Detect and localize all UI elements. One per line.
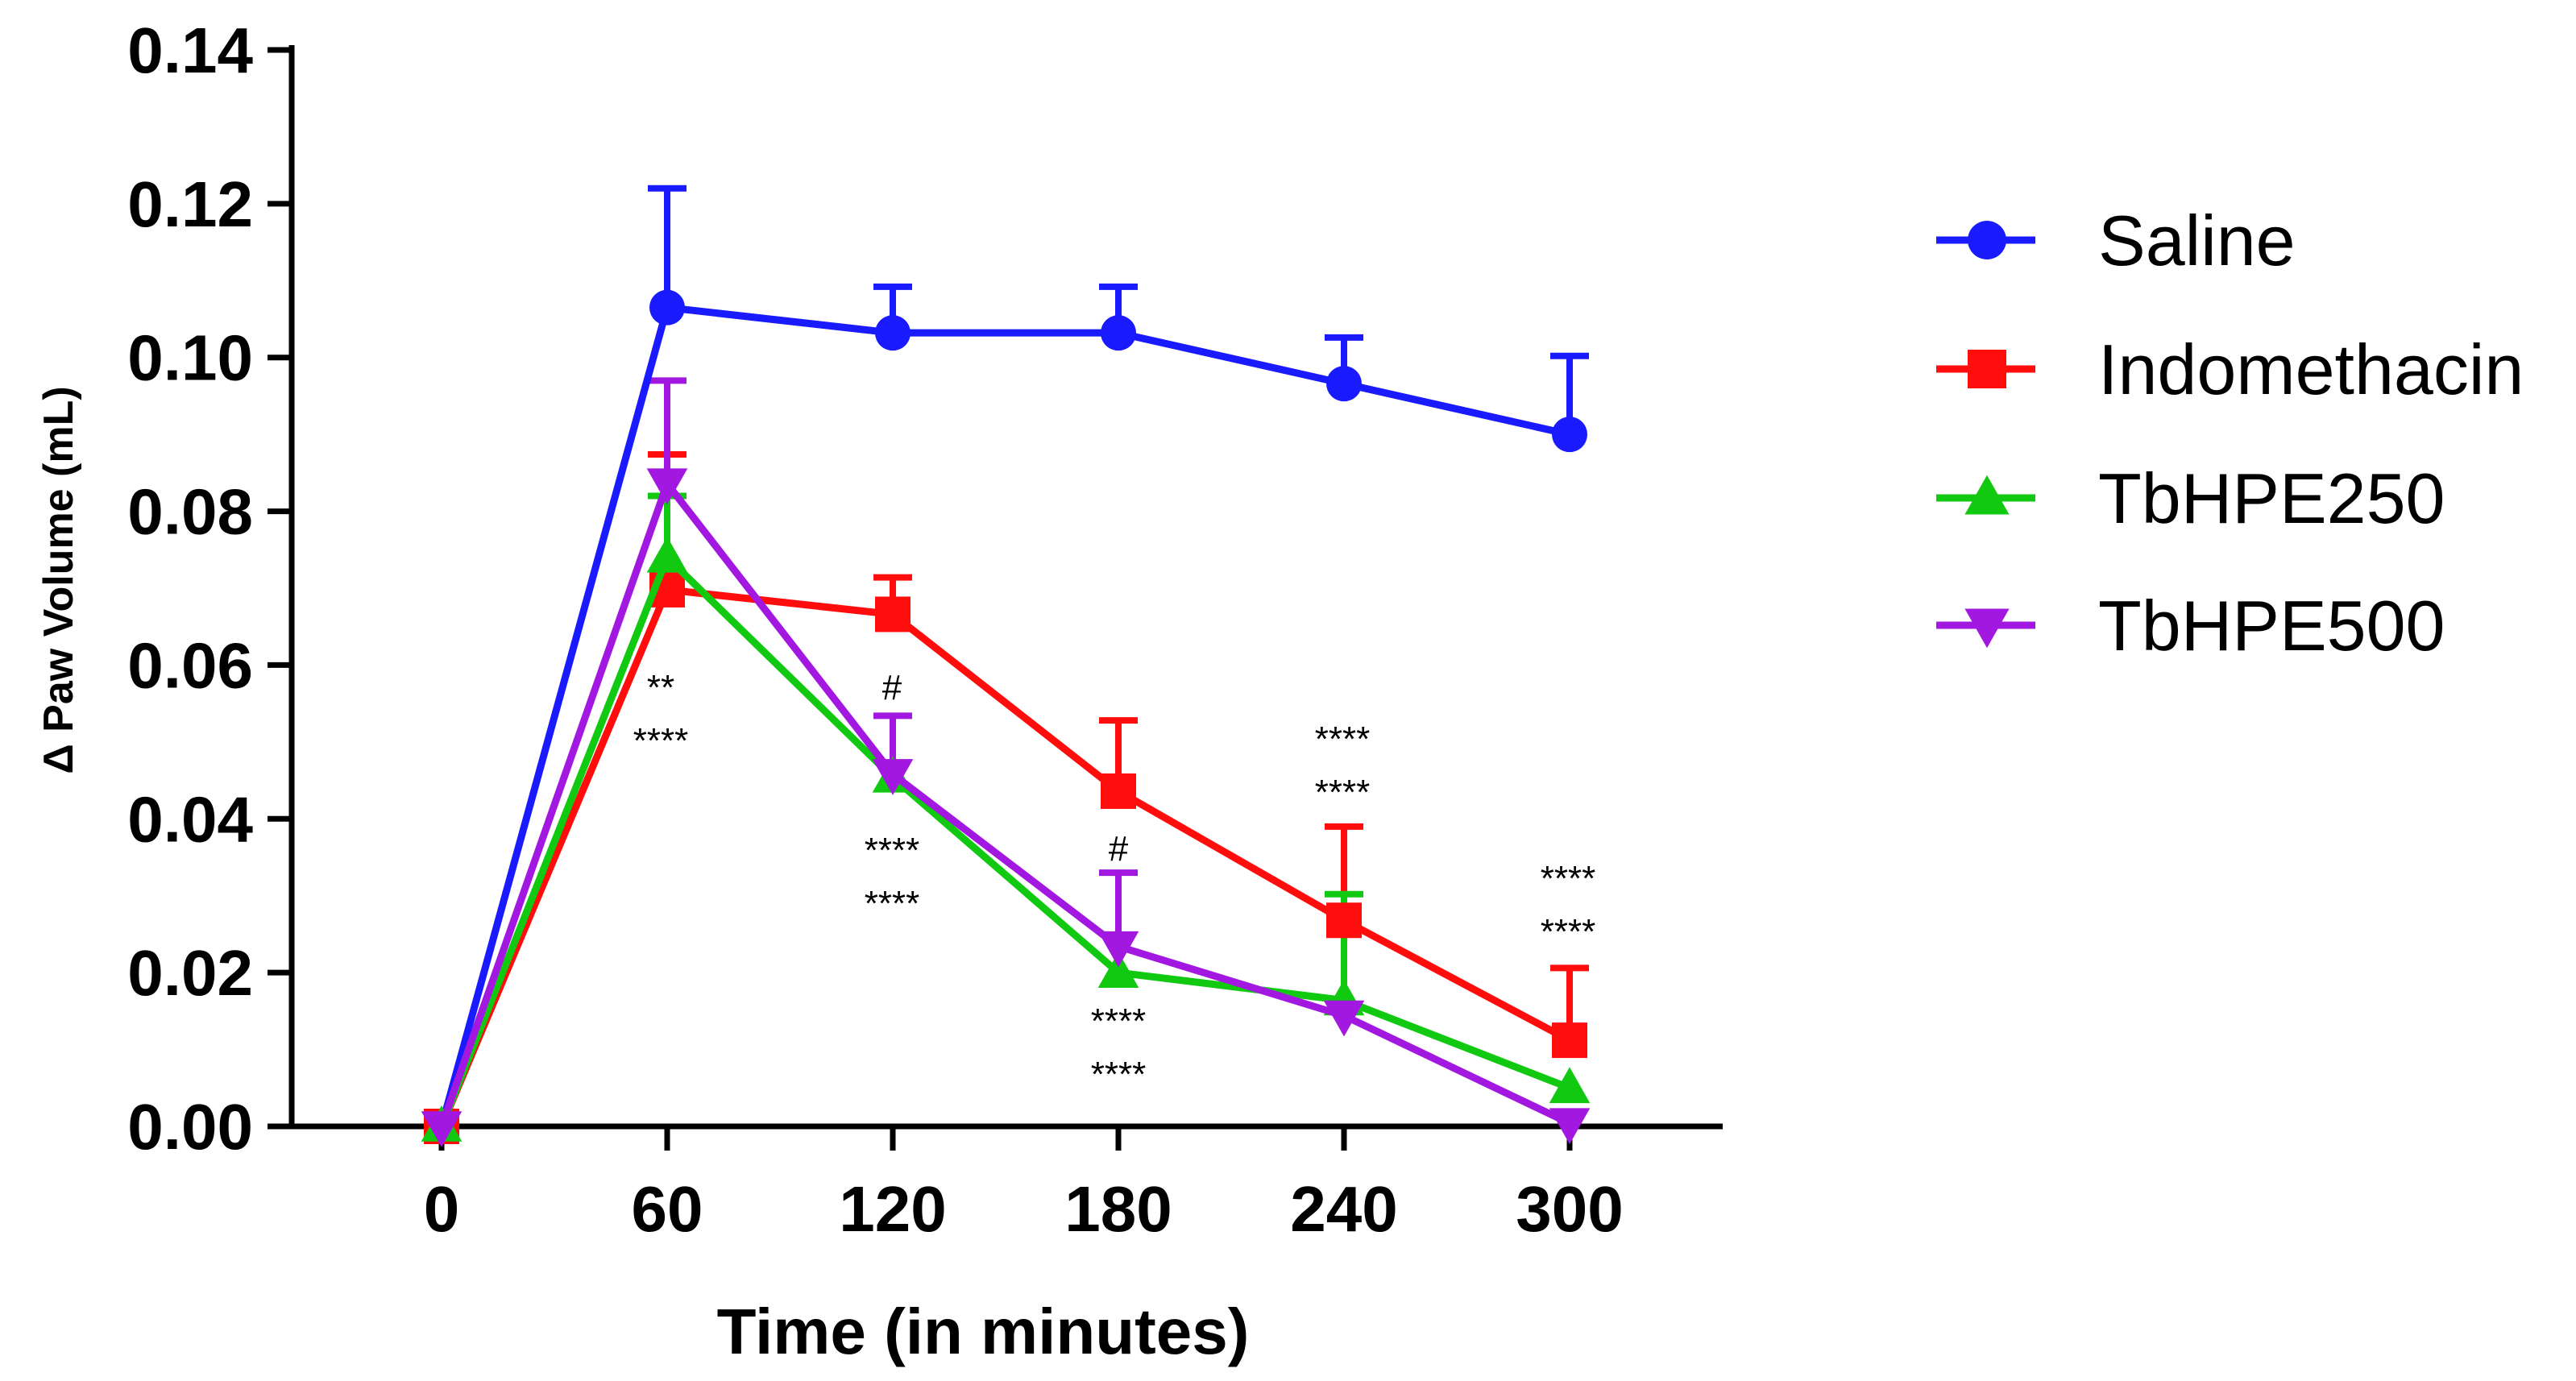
data-point-square — [1326, 902, 1362, 939]
data-point-triangle-down — [421, 1111, 463, 1147]
series-line-saline — [438, 304, 1570, 1128]
data-point-circle — [1326, 366, 1362, 402]
data-point-square — [875, 596, 911, 632]
x-tick-label: 300 — [1516, 1173, 1623, 1245]
y-tick-label: 0.02 — [127, 937, 253, 1009]
x-axis-title: Time (in minutes) — [717, 1296, 1250, 1367]
y-tick-label: 0.04 — [127, 783, 253, 855]
significance-annotation: ** — [647, 668, 674, 707]
x-tick-label: 0 — [424, 1173, 460, 1245]
data-point-triangle-up — [646, 536, 688, 573]
data-point-triangle-down — [646, 468, 688, 505]
y-tick-label: 0.10 — [127, 322, 253, 394]
significance-annotation: **** — [1091, 1002, 1147, 1041]
significance-annotation: **** — [1541, 859, 1596, 898]
significance-annotation: # — [1109, 829, 1129, 869]
data-point-triangle-down — [1549, 1108, 1591, 1145]
series-line-tbhpe500 — [438, 479, 1571, 1128]
data-point-square — [1552, 1022, 1587, 1059]
data-point-triangle-down — [1964, 608, 2010, 649]
y-tick-label: 0.08 — [127, 476, 253, 548]
legend-label: TbHPE250 — [2098, 458, 2445, 538]
significance-annotation: **** — [633, 721, 689, 761]
data-point-triangle-down — [872, 759, 914, 795]
y-tick-label: 0.06 — [127, 629, 253, 701]
y-tick-label: 0.12 — [127, 168, 253, 240]
data-point-triangle-up — [1097, 952, 1139, 988]
y-tick-label: 0.14 — [127, 15, 253, 86]
x-tick-label: 180 — [1064, 1173, 1172, 1245]
series-line-tbhpe250 — [438, 554, 1571, 1128]
significance-annotation: **** — [1091, 1055, 1147, 1094]
data-point-circle — [649, 289, 685, 326]
data-point-triangle-up — [1549, 1067, 1591, 1104]
y-tick-label: 0.00 — [127, 1091, 253, 1163]
significance-annotation: # — [882, 668, 902, 707]
data-point-circle — [1552, 417, 1587, 453]
data-point-triangle-down — [1323, 1000, 1365, 1037]
x-tick-label: 120 — [839, 1173, 946, 1245]
data-point-circle — [875, 315, 911, 351]
data-point-triangle-up — [1964, 475, 2010, 515]
significance-annotation: **** — [865, 884, 920, 923]
data-point-triangle-down — [1097, 931, 1139, 968]
data-point-circle — [1968, 221, 2006, 259]
data-point-square — [1101, 773, 1136, 809]
legend-label: Indomethacin — [2098, 330, 2524, 409]
significance-annotation: **** — [1541, 912, 1596, 952]
legend-label: Saline — [2098, 201, 2296, 280]
legend-label: TbHPE500 — [2098, 586, 2445, 666]
series-line-indomethacin — [438, 586, 1572, 1128]
data-point-square — [1968, 350, 2006, 388]
y-axis-title: Δ Paw Volume (mL) — [35, 386, 82, 773]
x-tick-label: 240 — [1290, 1173, 1397, 1245]
significance-annotation: **** — [1315, 720, 1371, 759]
x-tick-label: 60 — [632, 1173, 703, 1245]
significance-annotation: **** — [1315, 773, 1371, 812]
significance-annotation: **** — [865, 831, 920, 870]
data-point-circle — [1101, 315, 1136, 351]
